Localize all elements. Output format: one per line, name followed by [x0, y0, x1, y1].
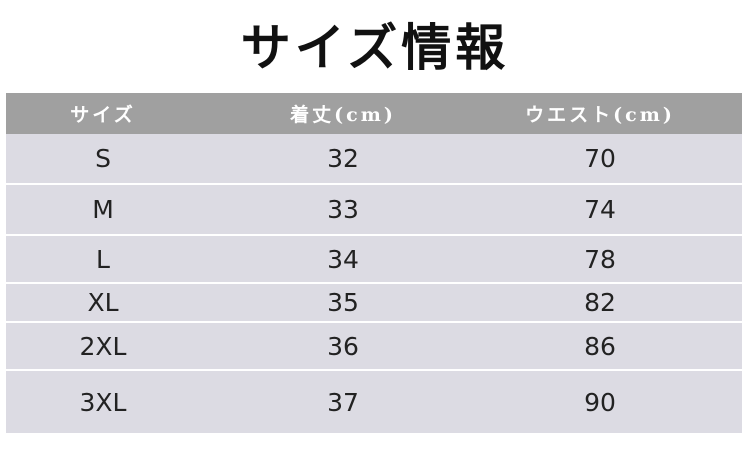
size-cell: 2XL [79, 331, 127, 361]
waist-cell: 90 [584, 387, 616, 417]
length-cell: 37 [327, 387, 359, 417]
table-row: S 32 70 [6, 134, 742, 185]
length-cell: 34 [327, 244, 359, 274]
length-cell: 32 [327, 144, 359, 173]
length-cell: 33 [327, 195, 359, 224]
length-cell: 35 [327, 288, 359, 317]
waist-cell: 70 [584, 144, 616, 173]
size-cell: 3XL [79, 387, 127, 417]
waist-cell: 86 [584, 331, 616, 361]
page-title: サイズ情報 [240, 18, 510, 77]
table-row: 3XL 37 90 [6, 371, 742, 435]
waist-cell: 82 [584, 288, 616, 317]
size-cell: S [95, 144, 111, 173]
table-row: M 33 74 [6, 185, 742, 236]
length-cell: 36 [327, 331, 359, 361]
size-cell: M [92, 195, 114, 224]
header-waist: ウエスト(cm) [525, 104, 675, 126]
size-table: サイズ 着丈(cm) ウエスト(cm) S 32 70 M 33 74 L 34 78 XL 35 8… [6, 93, 742, 435]
header-length: 着丈(cm) [290, 104, 396, 126]
table-row: XL 35 82 [6, 284, 742, 323]
size-cell: XL [87, 288, 119, 317]
size-cell: L [96, 244, 110, 274]
table-row: L 34 78 [6, 236, 742, 284]
table-row: 2XL 36 86 [6, 323, 742, 371]
waist-cell: 78 [584, 244, 616, 274]
table-header: サイズ 着丈(cm) ウエスト(cm) [6, 93, 742, 134]
header-size: サイズ [70, 104, 136, 126]
waist-cell: 74 [584, 195, 616, 224]
